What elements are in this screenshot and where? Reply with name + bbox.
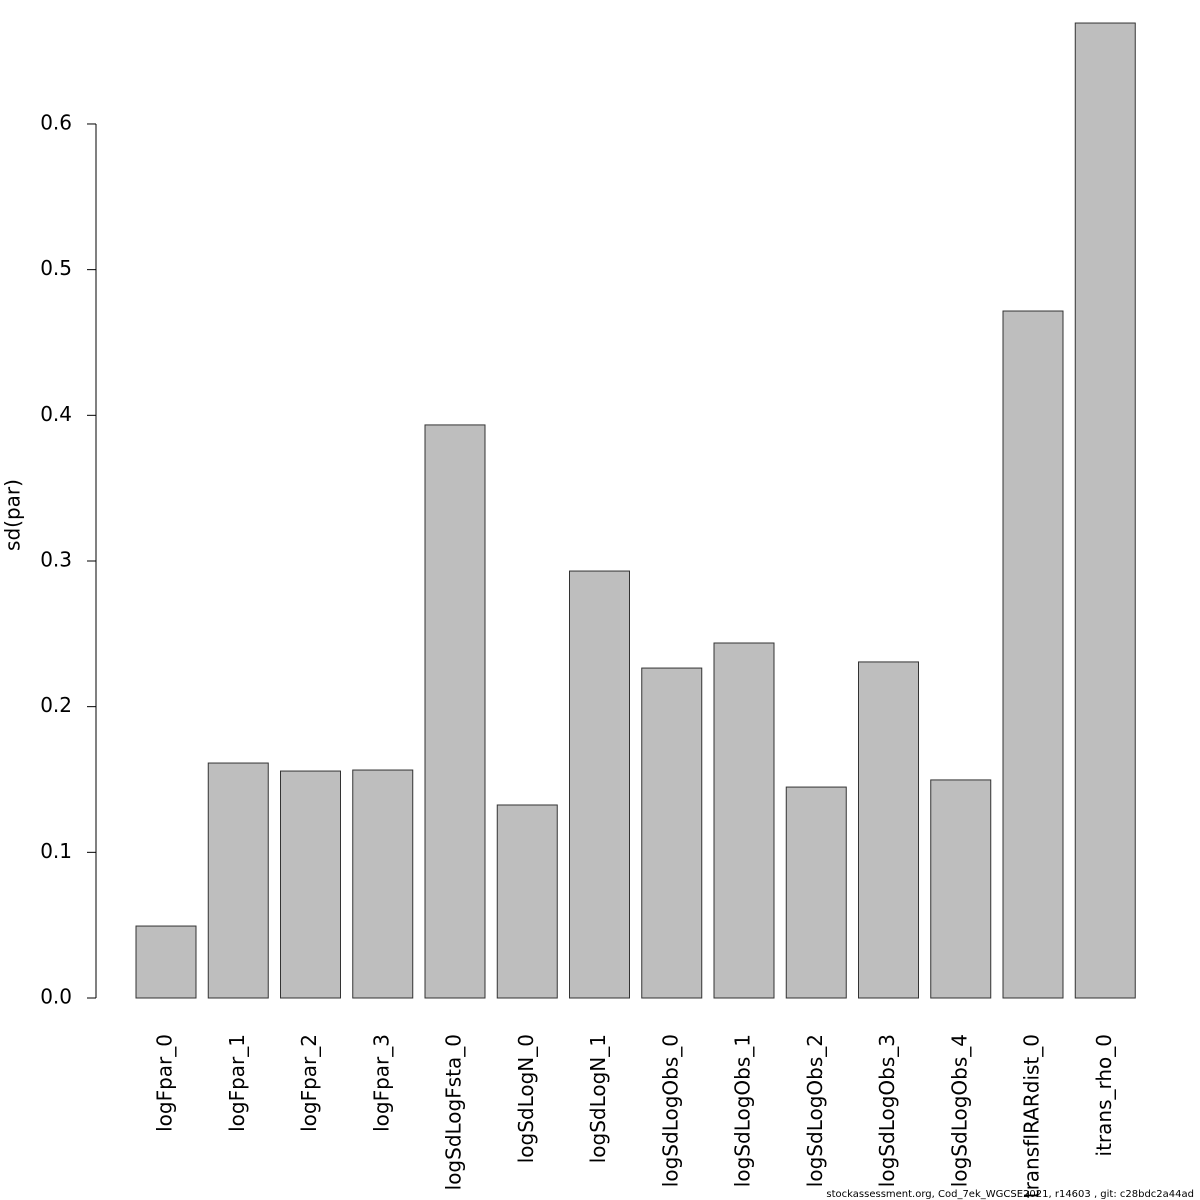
bar (207, 762, 269, 999)
bar (1074, 22, 1136, 999)
bar (569, 570, 630, 999)
bar (1002, 310, 1064, 999)
x-tick-label: logSdLogN_1 (586, 1034, 610, 1163)
x-tick-label: logSdLogN_0 (514, 1034, 538, 1163)
bar (785, 786, 847, 999)
x-tick-label: logSdLogObs_3 (875, 1034, 899, 1187)
x-tick-label: itrans_rho_0 (1092, 1034, 1116, 1156)
bar (424, 424, 486, 999)
x-tick-label: logFpar_3 (369, 1034, 393, 1132)
x-tick-label: logFpar_2 (297, 1034, 321, 1132)
y-tick-label: 0.2 (40, 693, 72, 717)
bar (713, 642, 775, 999)
x-tick-label: logSdLogObs_2 (803, 1034, 827, 1187)
x-tick-label: logSdLogFsta_0 (442, 1034, 466, 1190)
y-axis-label: sd(par) (1, 479, 25, 551)
x-tick-label: logSdLogObs_4 (947, 1034, 971, 1187)
footer: stockassessment.org, Cod_7ek_WGCSE2021, … (826, 1189, 1194, 1200)
bar (641, 667, 703, 999)
bar (280, 770, 341, 999)
bar (352, 769, 414, 999)
bar (930, 779, 992, 999)
y-tick-label: 0.1 (40, 839, 72, 863)
x-tick-label: logSdLogObs_1 (731, 1034, 755, 1187)
y-tick-label: 0.6 (40, 110, 72, 134)
y-tick-label: 0.5 (40, 256, 72, 280)
bar (496, 804, 558, 999)
y-tick-label: 0.3 (40, 547, 72, 571)
y-tick-label: 0.4 (40, 402, 72, 426)
bar (135, 925, 197, 999)
x-tick-label: transfIRARdist_0 (1020, 1034, 1044, 1198)
x-tick-label: logSdLogObs_0 (658, 1034, 682, 1187)
y-tick-label: 0.0 (40, 985, 72, 1009)
x-tick-label: logFpar_0 (153, 1034, 177, 1132)
x-tick-label: logFpar_1 (225, 1034, 249, 1132)
bar (858, 661, 919, 999)
